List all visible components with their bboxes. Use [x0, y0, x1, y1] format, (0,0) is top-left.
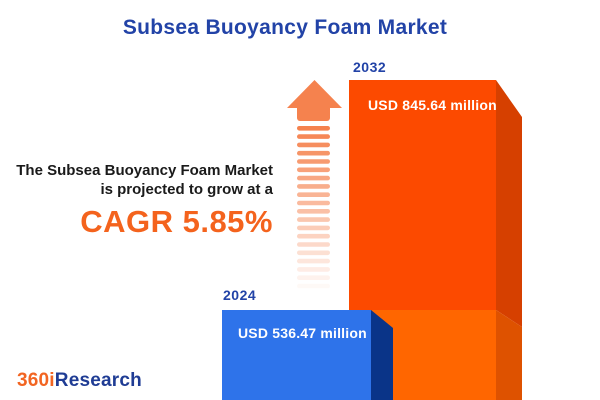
- arrow-stripes: [297, 126, 330, 289]
- page-title: Subsea Buoyancy Foam Market: [122, 16, 448, 39]
- growth-arrow-icon: [287, 80, 342, 289]
- arrow-head: [287, 80, 342, 108]
- bar-2032-front-top: [349, 80, 496, 310]
- annotation-line2: is projected to grow at a: [100, 181, 273, 198]
- bar-2024: [222, 310, 393, 400]
- bar-2024-side: [371, 310, 393, 400]
- bar-2032-side-bottom: [496, 310, 522, 400]
- annotation-block: The Subsea Buoyancy Foam Market is proje…: [0, 161, 273, 237]
- logo: 360iResearch: [17, 370, 142, 392]
- bar-value-2024: USD 536.47 million: [238, 325, 367, 341]
- bar-2024-front: [222, 310, 371, 400]
- logo-part-360i: 360i: [17, 370, 55, 391]
- bar-value-2032: USD 845.64 million: [368, 97, 497, 113]
- bar-label-2032: 2032: [353, 59, 387, 75]
- logo-part-research: Research: [54, 370, 142, 391]
- bar-label-2024: 2024: [223, 287, 257, 303]
- arrow-neck: [297, 104, 330, 121]
- bar-2032: [349, 80, 522, 400]
- bar-2032-side-top: [496, 80, 522, 327]
- cagr-value: CAGR 5.85%: [80, 204, 273, 239]
- annotation-line1: The Subsea Buoyancy Foam Market: [16, 162, 273, 179]
